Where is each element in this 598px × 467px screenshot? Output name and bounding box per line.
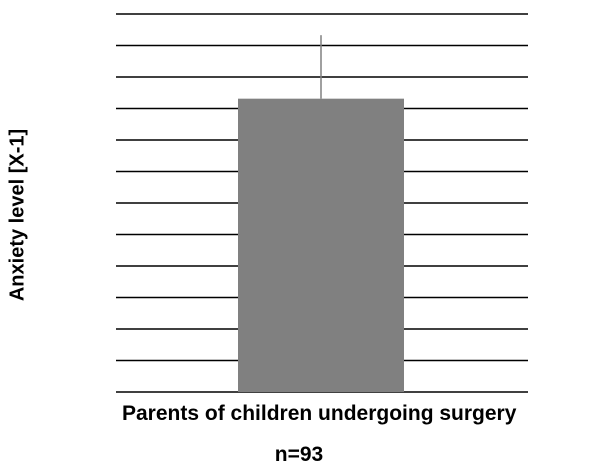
y-axis-label: Anxiety level [X-1] [6,128,29,302]
sample-size-label: n=93 [274,443,324,466]
bars [238,98,404,392]
x-axis-label: Parents of children undergoing surgery [122,402,517,425]
bar [238,98,404,392]
